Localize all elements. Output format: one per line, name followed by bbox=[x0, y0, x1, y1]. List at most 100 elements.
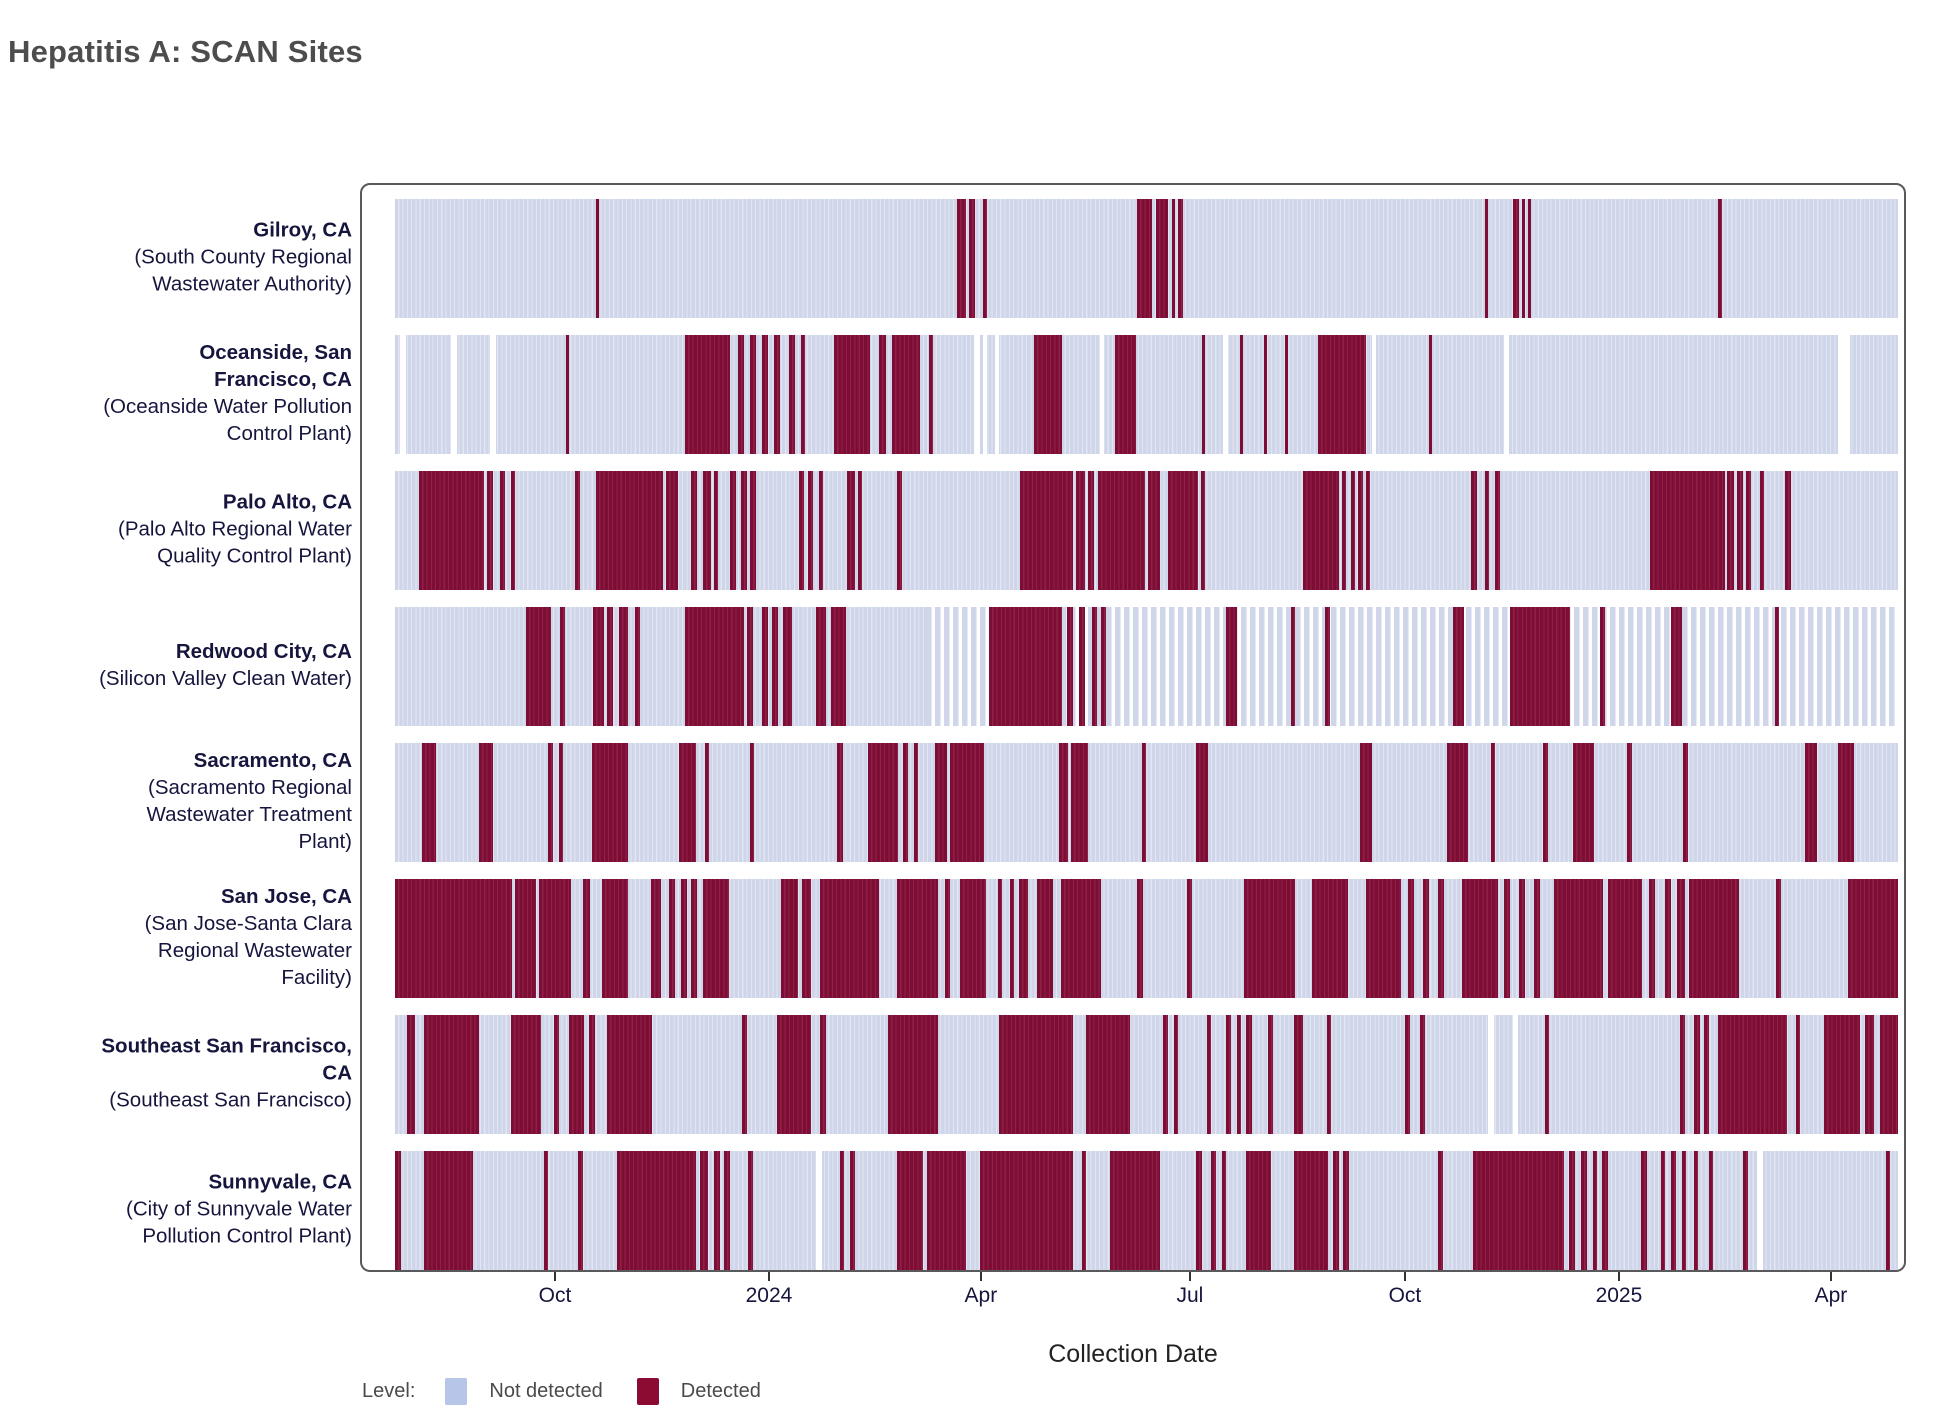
detected-segment bbox=[776, 1015, 812, 1134]
detected-segment bbox=[1804, 743, 1817, 862]
detected-segment bbox=[1683, 743, 1688, 862]
detected-segment bbox=[1607, 879, 1643, 998]
detected-segment bbox=[969, 199, 976, 318]
x-axis-tick bbox=[554, 1272, 556, 1281]
facility-name: (Southeast San Francisco) bbox=[109, 1088, 352, 1111]
detected-segment bbox=[588, 1015, 595, 1134]
detected-segment bbox=[800, 335, 806, 454]
site-label: San Jose, CA (San Jose-Santa Clara Region… bbox=[96, 883, 352, 991]
facility-name: (City of Sunnyvale Water Pollution Contr… bbox=[126, 1197, 352, 1247]
detected-segment bbox=[934, 743, 947, 862]
detected-segment bbox=[602, 879, 628, 998]
detected-segment bbox=[1650, 471, 1726, 590]
detected-segment bbox=[997, 879, 1003, 998]
site-row bbox=[395, 879, 1898, 998]
no-data-gap bbox=[1504, 335, 1509, 454]
detected-segment bbox=[700, 1151, 708, 1270]
detected-segment bbox=[704, 743, 710, 862]
x-axis-tick-label: Apr bbox=[1814, 1284, 1848, 1307]
rows bbox=[395, 185, 1898, 1270]
detected-segment bbox=[668, 879, 675, 998]
detected-segment bbox=[1350, 471, 1356, 590]
site-name: Sunnyvale, CA bbox=[208, 1170, 352, 1193]
detected-segment bbox=[781, 879, 798, 998]
detected-segment bbox=[713, 471, 719, 590]
detected-segment bbox=[422, 743, 436, 862]
detected-segment bbox=[1484, 199, 1488, 318]
detected-segment bbox=[407, 1015, 415, 1134]
detected-segment bbox=[1268, 1015, 1273, 1134]
x-axis-tick bbox=[767, 1272, 770, 1281]
detected-segment bbox=[1405, 1015, 1410, 1134]
detected-segment bbox=[913, 743, 919, 862]
detected-segment bbox=[665, 471, 678, 590]
site-label: Gilroy, CA (South County Regional Wastewa… bbox=[96, 216, 352, 297]
detected-segment bbox=[575, 471, 580, 590]
detected-segment bbox=[761, 335, 768, 454]
detected-segment bbox=[1837, 743, 1855, 862]
facility-name: (South County Regional Wastewater Author… bbox=[134, 245, 352, 295]
detected-segment bbox=[1358, 471, 1363, 590]
detected-segment bbox=[1341, 471, 1347, 590]
detected-segment bbox=[558, 743, 564, 862]
detected-segment bbox=[1544, 1015, 1550, 1134]
detected-segment bbox=[713, 1151, 720, 1270]
detected-segment bbox=[543, 1151, 549, 1270]
site-label: Sacramento, CA (Sacramento Regional Waste… bbox=[96, 747, 352, 855]
x-axis-tick-label: Oct bbox=[538, 1284, 572, 1307]
detected-segment bbox=[1066, 607, 1073, 726]
detected-segment bbox=[685, 335, 731, 454]
detected-segment bbox=[1484, 471, 1490, 590]
detected-segment bbox=[1759, 471, 1765, 590]
detected-segment bbox=[1075, 471, 1085, 590]
detected-segment bbox=[1601, 1151, 1608, 1270]
site-label: Redwood City, CA (Silicon Valley Clean Wa… bbox=[96, 638, 352, 692]
detected-segment bbox=[730, 471, 737, 590]
detected-segment bbox=[1824, 1015, 1861, 1134]
site-label: Southeast San Francisco, CA (Southeast Sa… bbox=[96, 1032, 352, 1113]
detected-segment bbox=[949, 743, 985, 862]
detected-segment bbox=[897, 471, 902, 590]
detected-segment bbox=[1081, 1151, 1087, 1270]
detected-segment bbox=[596, 199, 600, 318]
detected-segment bbox=[679, 743, 696, 862]
detected-segment bbox=[1693, 1151, 1699, 1270]
detected-segment bbox=[1206, 1015, 1212, 1134]
detected-segment bbox=[1640, 1151, 1647, 1270]
detected-segment bbox=[680, 879, 687, 998]
detected-segment bbox=[1785, 471, 1792, 590]
detected-segment bbox=[1059, 743, 1069, 862]
detected-segment bbox=[1534, 879, 1541, 998]
detected-segment bbox=[1172, 199, 1176, 318]
detected-segment bbox=[1680, 1015, 1685, 1134]
detected-segment bbox=[1018, 879, 1028, 998]
detected-segment bbox=[554, 1015, 559, 1134]
detected-segment bbox=[897, 1151, 923, 1270]
plot-panel bbox=[360, 183, 1906, 1272]
x-axis-tick-label: 2024 bbox=[745, 1284, 793, 1307]
detected-segment bbox=[868, 743, 899, 862]
detected-segment bbox=[1325, 607, 1330, 726]
not-detected-swatch bbox=[445, 1377, 468, 1405]
detected-segment bbox=[1885, 1151, 1891, 1270]
detected-segment bbox=[1677, 879, 1685, 998]
detected-segment bbox=[1495, 471, 1500, 590]
detected-segment bbox=[1020, 471, 1073, 590]
detected-segment bbox=[1420, 1015, 1425, 1134]
detected-segment bbox=[1178, 199, 1183, 318]
detected-segment bbox=[539, 879, 571, 998]
detected-segment bbox=[1101, 607, 1106, 726]
detected-segment bbox=[820, 1015, 827, 1134]
detected-segment bbox=[1033, 335, 1063, 454]
detected-segment bbox=[818, 471, 824, 590]
detected-segment bbox=[1423, 879, 1430, 998]
x-axis-title: Collection Date bbox=[1048, 1340, 1218, 1368]
detected-segment bbox=[1665, 879, 1672, 998]
detected-swatch bbox=[636, 1377, 659, 1405]
detected-segment bbox=[1472, 1151, 1565, 1270]
detected-segment bbox=[1167, 471, 1198, 590]
detected-segment bbox=[548, 743, 553, 862]
detected-segment bbox=[1359, 743, 1372, 862]
not-detected-label: Not detected bbox=[489, 1379, 603, 1402]
site-name: Sacramento, CA bbox=[193, 748, 352, 772]
